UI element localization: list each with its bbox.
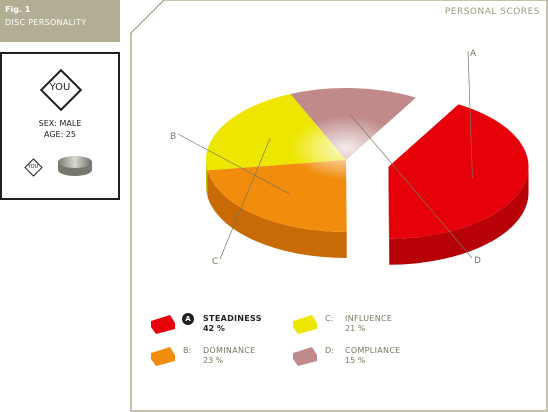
pie-slice-a <box>388 104 529 239</box>
pie-highlight <box>290 116 402 180</box>
you-badge-label: YOU <box>49 82 71 93</box>
legend-name-a: STEADINESS <box>203 314 262 323</box>
callout-label-a: A <box>470 49 477 59</box>
mini-disc-icon <box>58 156 92 176</box>
legend-swatch-b <box>151 347 175 366</box>
callout-line-a <box>467 50 473 179</box>
figure-tag: Fig. 1 DISC PERSONALITY <box>0 0 120 42</box>
sex-label: SEX: MALE <box>38 119 82 128</box>
legend-letter-c: C: <box>325 314 334 323</box>
callout-line-d <box>350 115 473 259</box>
legend-name-c: INFLUENCE <box>345 314 393 323</box>
mini-you-diamond-icon: YOU <box>24 158 43 177</box>
pie-side-c <box>206 160 208 197</box>
callout-line-c <box>219 138 271 260</box>
mini-you-label: YOU <box>27 164 39 170</box>
legend-value-b: 23 % <box>203 356 224 365</box>
pie-side-a <box>389 166 529 265</box>
age-label: AGE: 25 <box>43 130 76 139</box>
figure-name: DISC PERSONALITY <box>5 18 87 27</box>
legend-value-c: 21 % <box>345 324 366 333</box>
legend-value-a: 42 % <box>203 324 225 333</box>
callout-line-b <box>177 133 290 195</box>
legend-letter-d: D: <box>325 346 334 355</box>
pie-cut-a-1 <box>388 166 390 265</box>
chart-title: PERSONAL SCORES <box>444 7 540 17</box>
legend-name-b: DOMINANCE <box>203 346 256 355</box>
pie-slice-b <box>207 160 347 232</box>
callout-label-b: B <box>170 132 176 142</box>
legend-swatch-d <box>293 347 317 366</box>
pie-chart: A B C D <box>130 0 548 412</box>
legend-swatch-c <box>293 315 317 334</box>
callout-label-d: D <box>474 256 481 266</box>
figure-number: Fig. 1 <box>5 5 31 14</box>
legend-name-d: COMPLIANCE <box>345 346 401 355</box>
profile-card: YOU SEX: MALE AGE: 25 YOU <box>0 52 120 200</box>
you-diamond-icon: YOU <box>39 68 83 112</box>
legend-swatch-a <box>151 315 175 334</box>
chart-panel: A B C D PERSONAL SCORES <box>130 0 548 412</box>
legend-letter-b: B: <box>183 346 192 355</box>
legend-value-d: 15 % <box>345 356 366 365</box>
legend-letter-a: A <box>182 313 194 325</box>
panel-frame <box>130 0 548 412</box>
callout-label-c: C <box>212 257 218 267</box>
pie-side-b <box>207 170 347 258</box>
